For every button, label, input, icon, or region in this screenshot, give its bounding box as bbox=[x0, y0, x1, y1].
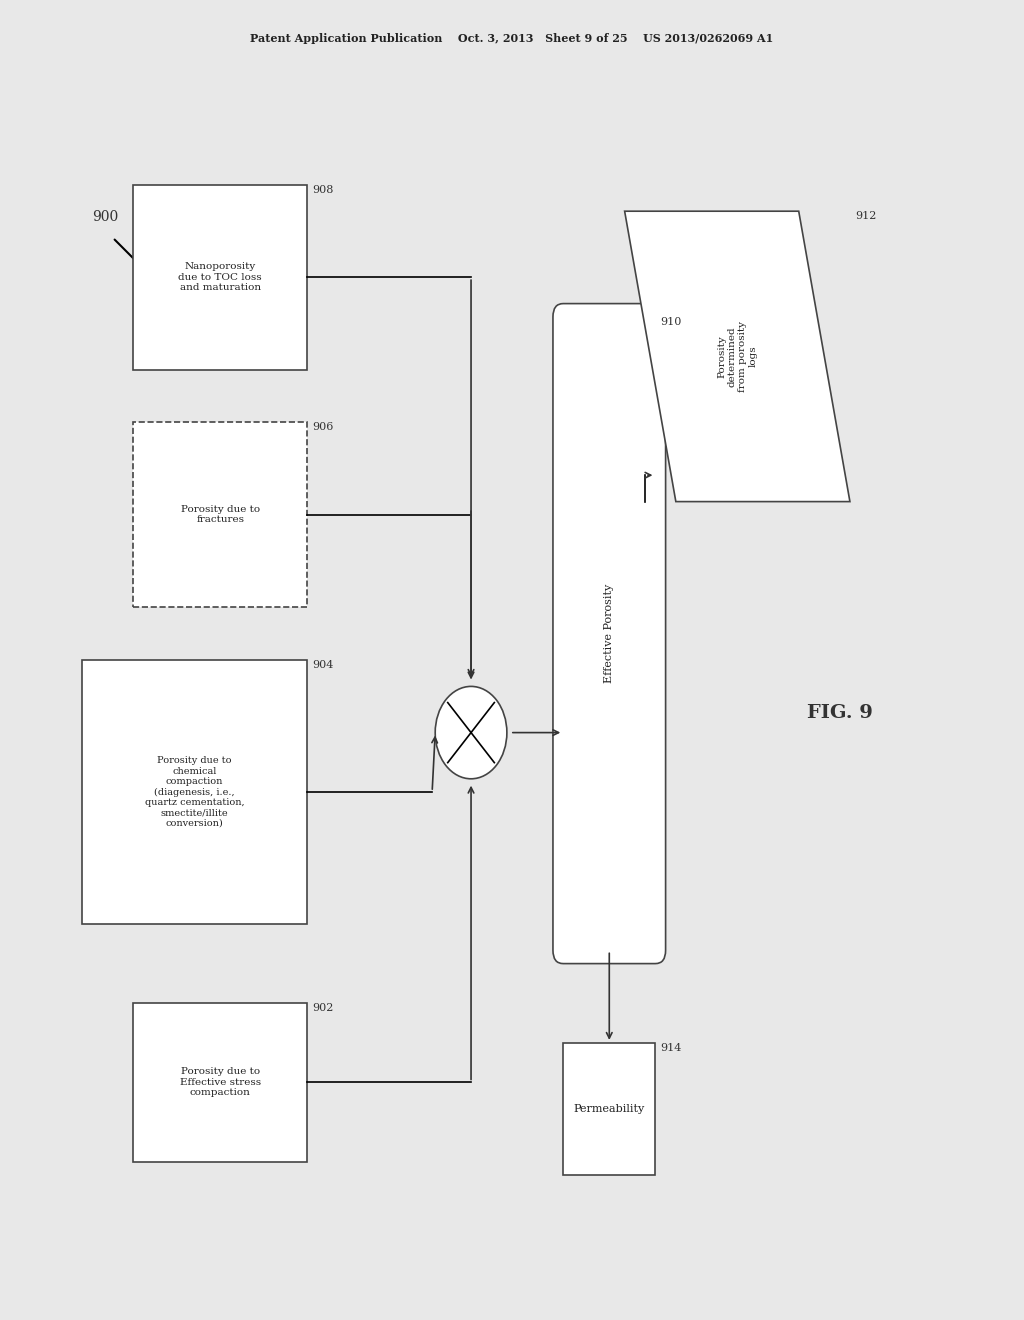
Text: 908: 908 bbox=[312, 185, 334, 195]
Text: Permeability: Permeability bbox=[573, 1104, 645, 1114]
Circle shape bbox=[435, 686, 507, 779]
Text: Patent Application Publication    Oct. 3, 2013   Sheet 9 of 25    US 2013/026206: Patent Application Publication Oct. 3, 2… bbox=[251, 33, 773, 44]
Text: Porosity due to
chemical
compaction
(diagenesis, i.e.,
quartz cementation,
smect: Porosity due to chemical compaction (dia… bbox=[144, 756, 245, 828]
Text: 910: 910 bbox=[660, 317, 682, 327]
Text: 900: 900 bbox=[92, 210, 119, 224]
Text: Effective Porosity: Effective Porosity bbox=[604, 583, 614, 684]
Text: Porosity due to
Effective stress
compaction: Porosity due to Effective stress compact… bbox=[179, 1068, 261, 1097]
Text: 902: 902 bbox=[312, 1003, 334, 1014]
FancyBboxPatch shape bbox=[563, 1043, 655, 1175]
FancyBboxPatch shape bbox=[133, 185, 307, 370]
Text: 912: 912 bbox=[855, 211, 877, 222]
Text: 906: 906 bbox=[312, 422, 334, 433]
FancyBboxPatch shape bbox=[133, 422, 307, 607]
Text: 904: 904 bbox=[312, 660, 334, 671]
FancyBboxPatch shape bbox=[133, 1003, 307, 1162]
Polygon shape bbox=[625, 211, 850, 502]
Text: FIG. 9: FIG. 9 bbox=[807, 704, 872, 722]
Text: 914: 914 bbox=[660, 1043, 682, 1053]
FancyBboxPatch shape bbox=[553, 304, 666, 964]
FancyBboxPatch shape bbox=[82, 660, 307, 924]
Text: Porosity due to
fractures: Porosity due to fractures bbox=[180, 506, 260, 524]
Text: Porosity
determined
from porosity
logs: Porosity determined from porosity logs bbox=[717, 321, 758, 392]
Text: Nanoporosity
due to TOC loss
and maturation: Nanoporosity due to TOC loss and maturat… bbox=[178, 263, 262, 292]
